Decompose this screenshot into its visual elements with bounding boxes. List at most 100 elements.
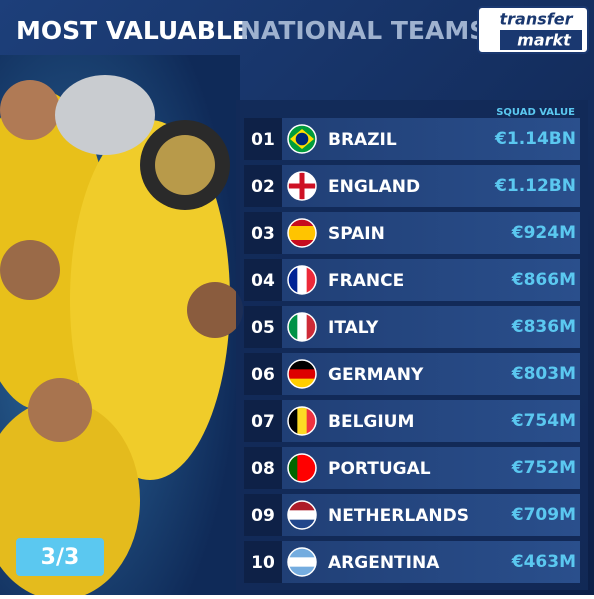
flag-border xyxy=(287,171,317,201)
squad-value: €754M xyxy=(511,411,576,431)
flag-part xyxy=(288,548,316,558)
rank-box xyxy=(244,118,282,160)
flag-part xyxy=(288,360,316,370)
title: NATIONAL TEAMS xyxy=(240,16,487,45)
squad-value: €1.14BN xyxy=(494,129,576,149)
country: PORTUGAL xyxy=(328,459,431,479)
table-row: 06 GERMANY €803M xyxy=(244,353,580,395)
table-row: 03 SPAIN €924M xyxy=(244,212,580,254)
squad-value: €924M xyxy=(511,223,576,243)
page-indicator: 3/3 xyxy=(16,538,104,576)
flag xyxy=(288,125,316,153)
flag-part xyxy=(306,266,316,294)
flag-border xyxy=(287,218,317,248)
country: ITALY xyxy=(328,318,379,338)
rank: 02 xyxy=(251,177,275,197)
country: GERMANY xyxy=(328,365,424,385)
flag xyxy=(288,548,316,576)
rank: 10 xyxy=(251,553,275,573)
rank-box xyxy=(244,306,282,348)
flag-part xyxy=(288,266,298,294)
flag xyxy=(288,360,316,388)
rank-box xyxy=(244,400,282,442)
flag-part xyxy=(288,378,316,388)
rank: 08 xyxy=(251,459,275,479)
flag xyxy=(288,454,316,482)
rank-box xyxy=(244,212,282,254)
flag-part xyxy=(288,219,316,227)
flag-part xyxy=(288,519,316,529)
flag-border xyxy=(287,265,317,295)
logo-text: markt xyxy=(517,31,572,50)
table-row: 05 ITALY €836M xyxy=(244,306,580,348)
flag xyxy=(288,313,316,341)
flag-part xyxy=(288,240,316,247)
flag-part xyxy=(306,454,316,482)
rank-box xyxy=(244,259,282,301)
column-header: SQUAD VALUE xyxy=(496,107,575,118)
squad-value: €752M xyxy=(511,458,576,478)
flag-part xyxy=(288,183,316,189)
flag-part xyxy=(288,454,298,482)
table-row: 01 BRAZIL €1.14BN xyxy=(244,118,580,160)
flag-border xyxy=(287,312,317,342)
table-row: 02 ENGLAND €1.12BN xyxy=(244,165,580,207)
flag-border xyxy=(287,547,317,577)
rank: 05 xyxy=(251,318,275,338)
rank-box xyxy=(244,447,282,489)
squad-value: €803M xyxy=(511,364,576,384)
country: BRAZIL xyxy=(328,130,397,150)
country: SPAIN xyxy=(328,224,385,244)
page-indicator-text: 3/3 xyxy=(41,545,80,570)
photo xyxy=(0,55,243,599)
squad-value: €463M xyxy=(511,552,576,572)
rank: 01 xyxy=(251,130,275,150)
flag-part xyxy=(288,510,316,521)
rank-box xyxy=(244,353,282,395)
logo: transfer markt xyxy=(477,6,589,54)
flag-border xyxy=(287,406,317,436)
country: FRANCE xyxy=(328,271,404,291)
flag-border xyxy=(287,124,317,154)
country: ENGLAND xyxy=(328,177,420,197)
rank-box xyxy=(244,165,282,207)
flag-part xyxy=(288,407,298,435)
flag-part xyxy=(288,501,316,511)
flag-part xyxy=(288,233,316,241)
squad-value: €866M xyxy=(511,270,576,290)
flag-part xyxy=(288,226,316,234)
flag-border xyxy=(287,359,317,389)
country: BELGIUM xyxy=(328,412,414,432)
rank: 04 xyxy=(251,271,275,291)
title: MOST VALUABLE xyxy=(16,16,249,45)
rank: 06 xyxy=(251,365,275,385)
rank-box xyxy=(244,541,282,583)
flag-part xyxy=(295,132,309,146)
flag-border xyxy=(287,453,317,483)
flag-part xyxy=(297,313,308,341)
flag-part xyxy=(306,407,316,435)
flag-part xyxy=(288,369,316,380)
flag xyxy=(288,266,316,294)
rank-box xyxy=(244,494,282,536)
squad-value: €836M xyxy=(511,317,576,337)
flag xyxy=(288,219,316,247)
flag-part xyxy=(306,313,316,341)
country: NETHERLANDS xyxy=(328,506,469,526)
flag-part xyxy=(297,454,308,482)
squad-value: €709M xyxy=(511,505,576,525)
flag-part xyxy=(288,313,298,341)
flag xyxy=(288,172,316,200)
flag-border xyxy=(287,500,317,530)
squad-value: €1.12BN xyxy=(494,176,576,196)
flag-part xyxy=(297,407,308,435)
flag xyxy=(288,407,316,435)
table-row: 04 FRANCE €866M xyxy=(244,259,580,301)
rank: 07 xyxy=(251,412,275,432)
rank: 09 xyxy=(251,506,275,526)
flag-part xyxy=(288,557,316,568)
table-row: 10 ARGENTINA €463M xyxy=(244,541,580,583)
flag-part xyxy=(297,266,308,294)
table-row: 09 NETHERLANDS €709M xyxy=(244,494,580,536)
